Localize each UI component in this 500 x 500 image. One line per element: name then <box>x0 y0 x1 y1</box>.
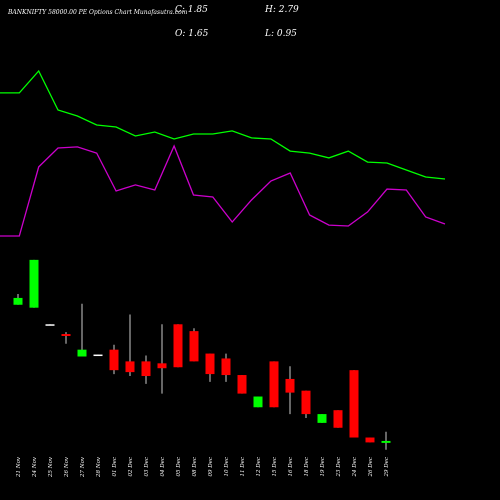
x-tick-label: 02 Dec <box>128 457 134 477</box>
x-tick-label: 12 Dec <box>256 457 262 477</box>
indicator-line <box>0 69 446 180</box>
candle-body <box>173 324 183 368</box>
chart-title: BANKNIFTY 58000.00 PE Options Chart Muna… <box>7 9 188 16</box>
x-tick-label: 10 Dec <box>224 457 230 477</box>
candle-body <box>189 331 199 362</box>
candle-body <box>317 414 327 423</box>
candle-body <box>125 361 135 373</box>
candle-body <box>365 437 375 443</box>
x-tick-label: 26 Nov <box>64 456 70 478</box>
candle-body <box>93 354 103 357</box>
x-tick-label: 27 Nov <box>80 456 86 478</box>
candle-body <box>13 297 23 305</box>
x-tick-label: 26 Dec <box>368 457 374 478</box>
candle-body <box>381 440 391 443</box>
candle-body <box>157 363 167 369</box>
open-label: O: 1.65 <box>175 29 209 39</box>
candle-body <box>45 324 55 326</box>
x-tick-label: 21 Nov <box>16 456 22 478</box>
candle-body <box>349 370 359 438</box>
candle-body <box>253 396 263 408</box>
candle-body <box>205 353 215 375</box>
x-tick-label: 23 Dec <box>336 457 342 478</box>
x-tick-label: 19 Dec <box>320 457 326 477</box>
candle-body <box>109 349 119 371</box>
close-label: C: 1.85 <box>175 5 208 15</box>
x-tick-label: 01 Dec <box>112 457 118 477</box>
x-tick-label: 08 Dec <box>192 457 198 477</box>
candle-body <box>269 361 279 408</box>
candle-body <box>77 349 87 357</box>
indicator-line <box>0 144 446 237</box>
candle-body <box>333 410 343 428</box>
x-tick-label: 16 Dec <box>288 457 294 477</box>
x-tick-label: 05 Dec <box>176 457 182 477</box>
x-tick-label: 03 Dec <box>144 457 150 477</box>
candle-body <box>285 378 295 393</box>
x-tick-label: 15 Dec <box>272 457 278 477</box>
x-tick-label: 24 Nov <box>32 456 38 478</box>
x-tick-label: 04 Dec <box>160 457 166 477</box>
candle-body <box>237 375 247 394</box>
x-tick-label: 11 Dec <box>240 457 246 477</box>
candle-body <box>141 361 151 377</box>
candle-body <box>221 358 231 376</box>
candle-body <box>61 334 71 336</box>
low-label: L: 0.95 <box>264 29 297 39</box>
x-tick-label: 18 Dec <box>304 457 310 477</box>
x-tick-label: 25 Nov <box>48 456 54 478</box>
x-tick-label: 28 Nov <box>96 456 102 478</box>
candle-body <box>301 390 311 415</box>
candle-body <box>29 259 39 308</box>
x-tick-label: 29 Dec <box>384 457 390 478</box>
x-tick-label: 24 Dec <box>352 457 358 478</box>
x-tick-label: 09 Dec <box>208 457 214 477</box>
high-label: H: 2.79 <box>264 5 299 15</box>
